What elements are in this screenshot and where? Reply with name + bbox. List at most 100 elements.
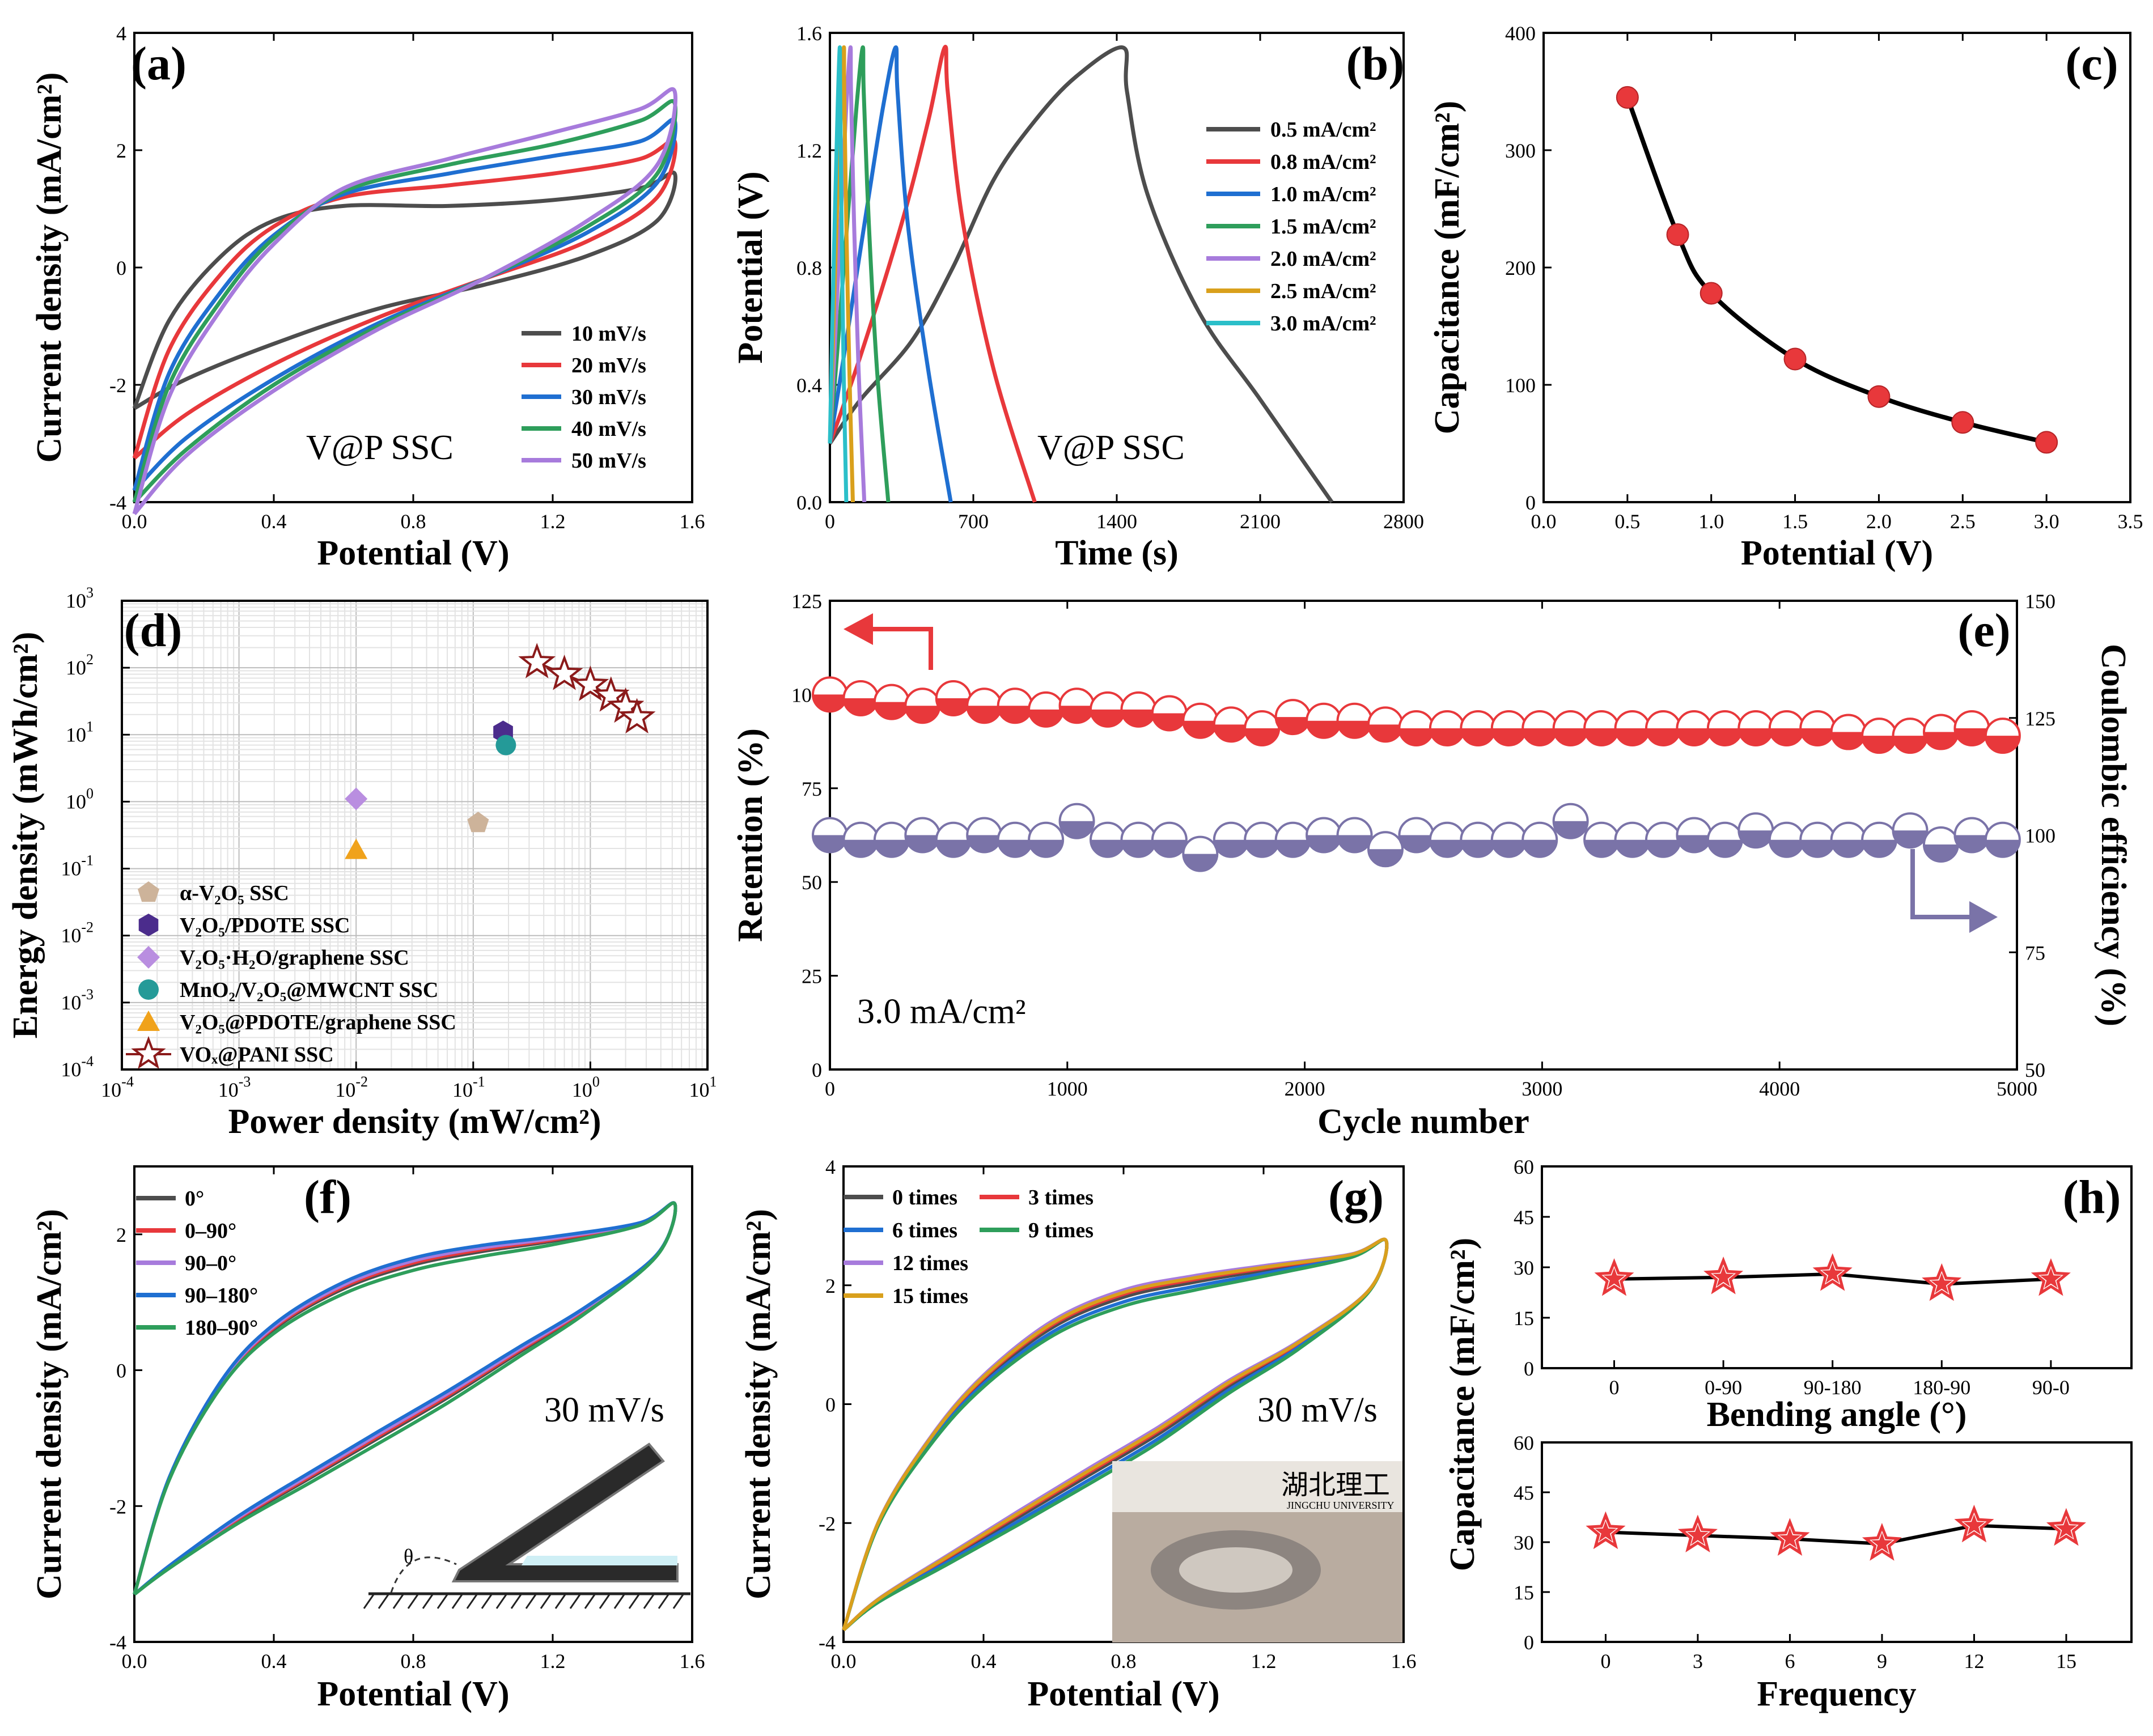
cv-loop-5 xyxy=(132,87,678,516)
retention-fill xyxy=(1646,728,1680,745)
retention-fill xyxy=(1923,732,1958,749)
inset-angle-arc xyxy=(390,1556,457,1593)
inset-hatch xyxy=(540,1593,552,1609)
x-tick-label: 5000 xyxy=(1997,1077,2037,1100)
star-marker-fill xyxy=(1595,1521,1617,1542)
x-tick-label: 3.0 xyxy=(2034,510,2059,533)
retention-fill xyxy=(1245,728,1279,745)
panel-e: 0 1000 2000 3000 4000 50000255075100125507510… xyxy=(731,590,2133,1141)
legend-label: 9 times xyxy=(1028,1219,1094,1242)
cv-loop-3 xyxy=(132,117,678,492)
retention-fill xyxy=(1707,728,1742,745)
panel-f: 0.0 0.4 0.8 1.2 1.6 -4 -2 0 2 Potential (V) Curren… xyxy=(30,1165,705,1713)
legend-label: 12 times xyxy=(892,1251,968,1275)
figure-panels: 0.0 0.4 0.8 1.2 1.6 -4 -2 0 2 4 Potential (V) Curre… xyxy=(6,22,2143,1713)
y-tick-exponent: 1 xyxy=(86,718,94,735)
y-tick-label: 75 xyxy=(802,778,822,800)
y-tick-label: -4 xyxy=(109,1631,126,1654)
ce-fill xyxy=(1430,839,1464,857)
ce-fill xyxy=(1368,849,1402,867)
y-tick-label: 300 xyxy=(1505,139,1536,162)
data-point xyxy=(2035,431,2058,454)
inset-hatch xyxy=(466,1593,478,1609)
panel-label: (f) xyxy=(304,1171,351,1224)
legend-label: 1.0 mA/cm² xyxy=(1270,182,1376,206)
legend-label: MnO₂/V₂O₅@MWCNT SSC xyxy=(180,978,438,1002)
legend-label: 90–180° xyxy=(185,1284,258,1308)
legend-label: 0.8 mA/cm² xyxy=(1270,150,1376,174)
y-axis-title: Retention (%) xyxy=(731,728,770,942)
ce-fill xyxy=(1152,839,1186,857)
x-tick-label: 0.4 xyxy=(971,1650,997,1673)
y-axis-title: Energy density (mWh/cm²) xyxy=(6,632,45,1039)
retention-fill xyxy=(1090,709,1125,727)
y-tick-label: 1.6 xyxy=(796,22,822,45)
retention-fill xyxy=(1769,728,1804,745)
x-tick-exponent: -2 xyxy=(355,1073,368,1090)
legend-label: V₂O₅·H₂O/graphene SSC xyxy=(180,946,409,970)
legend-label: V₂O₅/PDOTE SSC xyxy=(180,914,350,937)
marker-star xyxy=(131,1035,166,1069)
x-tick-label: 15 xyxy=(2056,1650,2076,1673)
cv-loop-4 xyxy=(132,99,678,504)
retention-fill xyxy=(1059,706,1094,723)
x-tick-label: 2800 xyxy=(1383,510,1424,533)
retention-fill xyxy=(1677,728,1711,745)
ce-fill xyxy=(1739,830,1773,848)
y-tick-label: 75 xyxy=(2025,941,2045,964)
inset-hatch xyxy=(584,1593,596,1609)
y-tick-label: 2 xyxy=(116,139,126,162)
ce-fill xyxy=(998,839,1032,857)
legend-label: 10 mV/s xyxy=(571,322,646,346)
y-tick-label: 30 xyxy=(1514,1257,1534,1279)
x-tick-label: 0 xyxy=(825,510,835,533)
y-tick-label: 0.4 xyxy=(796,374,822,397)
x-tick-label: 0.4 xyxy=(261,510,287,533)
retention-fill xyxy=(844,698,878,716)
inset-hatch xyxy=(378,1593,390,1609)
y-tick-label: 125 xyxy=(791,590,822,613)
y-axis-title: Coulombic efficiency (%) xyxy=(2094,644,2133,1026)
ce-fill xyxy=(1707,839,1742,857)
retention-fill xyxy=(1275,717,1310,735)
y-tick-exponent: 3 xyxy=(86,584,94,601)
x-tick-label: 101 xyxy=(689,1073,717,1101)
retention-fill xyxy=(1368,724,1402,742)
ce-fill xyxy=(1831,839,1866,857)
y-tick-label: 15 xyxy=(1514,1307,1534,1330)
y-tick-label: 10-3 xyxy=(61,986,94,1014)
x-tick-exponent: -3 xyxy=(239,1073,251,1090)
x-tick-label: 2.0 xyxy=(1866,510,1892,533)
retention-fill xyxy=(1955,728,1989,745)
x-tick-label: 1.2 xyxy=(540,1650,566,1673)
y-tick-label: -2 xyxy=(109,1495,126,1518)
inset-hatch xyxy=(436,1593,449,1609)
data-point xyxy=(1699,282,1723,305)
inset-device-body xyxy=(451,1442,679,1582)
inset-hatch xyxy=(599,1593,611,1609)
legend-label: 30 mV/s xyxy=(571,385,646,409)
x-tick-label: 12 xyxy=(1964,1650,1984,1673)
retention-fill xyxy=(1430,728,1464,745)
inset-hatch xyxy=(481,1593,493,1609)
x-tick-label: 90-0 xyxy=(2032,1376,2070,1399)
retention-fill xyxy=(1739,728,1773,745)
y-tick-label: 0 xyxy=(1524,1631,1534,1654)
y-tick-label: 200 xyxy=(1505,257,1536,279)
x-axis-title: Bending angle (°) xyxy=(1707,1395,1967,1434)
x-tick-label: 2100 xyxy=(1240,510,1281,533)
marker-triangle xyxy=(137,1011,160,1031)
star-marker-fill xyxy=(1871,1532,1893,1554)
x-tick-label: 9 xyxy=(1877,1650,1887,1673)
legend-label: 0 times xyxy=(892,1186,957,1209)
star-marker-fill xyxy=(1686,1524,1709,1545)
y-tick-exponent: 0 xyxy=(86,785,94,801)
legend-label: 2.0 mA/cm² xyxy=(1270,247,1376,271)
ce-fill xyxy=(1523,839,1557,857)
panel-h2: 0 15 30 45 60 0 3 6 9 12 15 Frequency xyxy=(1514,1432,2133,1713)
y-axis-title: Current density (mA/cm²) xyxy=(739,1209,778,1599)
y-tick-label: 4 xyxy=(825,1156,836,1178)
x-tick-label: 0 xyxy=(1600,1650,1610,1673)
star-marker-fill xyxy=(2055,1517,2077,1538)
legend-label: 2.5 mA/cm² xyxy=(1270,279,1376,303)
